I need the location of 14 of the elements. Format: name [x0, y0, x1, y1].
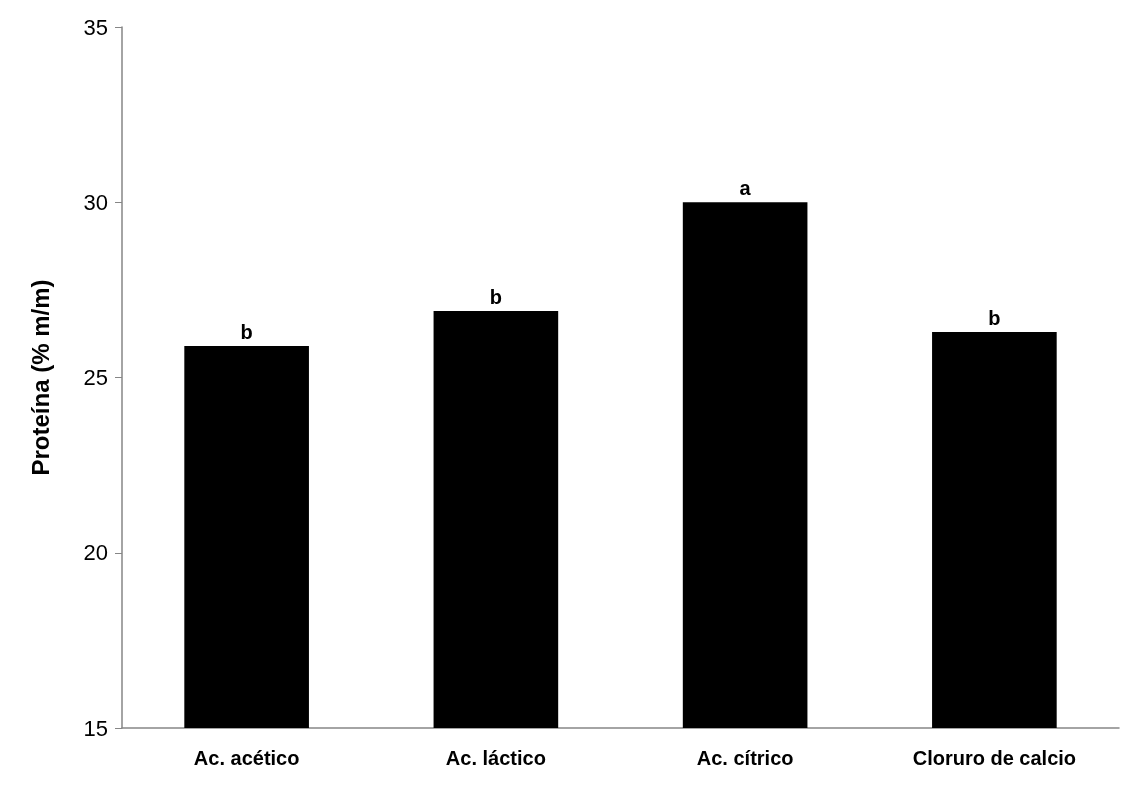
annotation: a	[739, 177, 752, 200]
annotation: b	[489, 285, 502, 308]
annotation: b	[988, 306, 1001, 329]
x-tick-label: Cloruro de calcio	[912, 747, 1077, 769]
annotation: b	[240, 320, 253, 343]
y-tick-label: 35	[83, 14, 108, 40]
x-tick-label: Ac. acético	[193, 747, 300, 769]
y-tick-label: 30	[83, 189, 108, 215]
x-tick-label: Ac. cítrico	[696, 747, 794, 769]
y-tick-label: 25	[83, 365, 108, 390]
x-tick-label: Ac. láctico	[445, 747, 546, 769]
y-axis-title: Proteína (% m/m)	[26, 279, 54, 476]
y-tick-label: 20	[83, 540, 108, 566]
y-tick-label: 15	[83, 715, 108, 741]
